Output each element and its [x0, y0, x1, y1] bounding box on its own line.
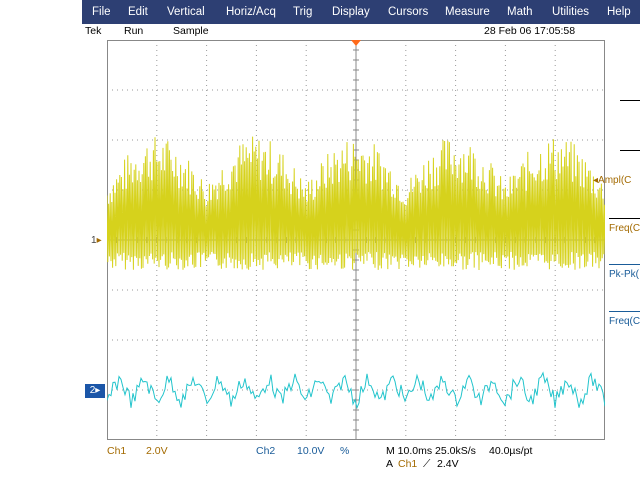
ch1-ground-marker[interactable]: 1▸ — [91, 235, 102, 246]
menu-edit[interactable]: Edit — [128, 6, 148, 18]
menu-bar: File Edit Vertical Horiz/Acq Trig Displa… — [0, 0, 640, 24]
measure-pkpk-ch2[interactable]: Pk-Pk( — [609, 269, 639, 280]
menu-horiz-acq[interactable]: Horiz/Acq — [226, 6, 276, 18]
trigger-prefix: A — [386, 458, 394, 470]
ch2-label[interactable]: Ch2 — [256, 445, 276, 457]
arrow-left-icon: ◂ — [593, 175, 599, 186]
menu-help[interactable]: Help — [607, 6, 631, 18]
acquisition-mode[interactable]: Sample — [173, 25, 209, 37]
ch1-label[interactable]: Ch1 — [107, 445, 127, 457]
ref-line — [620, 150, 640, 151]
run-state[interactable]: Run — [124, 25, 144, 37]
trigger-source[interactable]: Ch1 — [398, 458, 418, 470]
measure-freq-ch1[interactable]: Freq(C — [609, 223, 640, 234]
arrow-right-icon: ▸ — [96, 235, 102, 246]
resolution-readout: 40.0µs/pt — [489, 445, 533, 457]
menu-cursors[interactable]: Cursors — [388, 6, 429, 18]
menu-trig[interactable]: Trig — [293, 6, 313, 18]
ch2-ground-marker[interactable]: 2▸ — [85, 384, 105, 398]
status-bar: Tek Run Sample 28 Feb 06 17:05:58 — [0, 24, 640, 39]
measure-label: Ampl(C — [598, 175, 632, 186]
menu-measure[interactable]: Measure — [445, 6, 490, 18]
ch2-scale[interactable]: 10.0V — [297, 445, 325, 457]
measure-divider — [609, 218, 640, 219]
ch2-waveform — [106, 371, 606, 410]
menu-bar-gap — [0, 0, 82, 24]
waveform-display[interactable] — [106, 39, 606, 441]
menu-file[interactable]: File — [92, 6, 111, 18]
measure-divider — [609, 264, 640, 265]
readout-bar: Ch1 2.0V Ch2 10.0V % M 10.0ms 25.0kS/s 4… — [0, 441, 640, 480]
ref-line — [620, 100, 640, 101]
menu-utilities[interactable]: Utilities — [552, 6, 590, 18]
menu-math[interactable]: Math — [507, 6, 533, 18]
ch1-marker-label: 1 — [91, 235, 97, 246]
measure-ampl-ch1[interactable]: ◂Ampl(C — [593, 175, 631, 186]
arrow-right-icon: ▸ — [95, 385, 101, 396]
ch1-waveform — [106, 136, 606, 271]
trigger-position-icon — [351, 40, 361, 46]
ch2-coupling: % — [340, 445, 350, 457]
menu-display[interactable]: Display — [332, 6, 370, 18]
trigger-level[interactable]: 2.4V — [437, 458, 459, 470]
timebase-readout[interactable]: M 10.0ms 25.0kS/s — [386, 445, 476, 457]
rising-edge-icon: ⟋ — [423, 458, 431, 470]
menu-vertical[interactable]: Vertical — [167, 6, 205, 18]
ch1-scale[interactable]: 2.0V — [146, 445, 168, 457]
graticule-svg — [106, 39, 606, 441]
date-time: 28 Feb 06 17:05:58 — [484, 25, 576, 37]
measure-divider — [609, 311, 640, 312]
ch2-marker-label: 2 — [89, 385, 96, 396]
measure-freq-ch2[interactable]: Freq(C: — [609, 316, 640, 327]
brand-label: Tek — [85, 25, 102, 37]
